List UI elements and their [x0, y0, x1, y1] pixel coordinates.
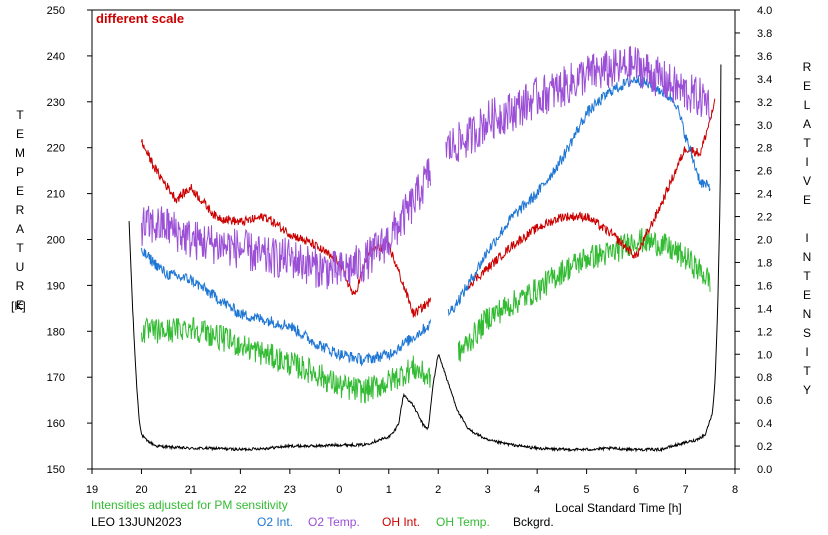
- x-axis-label: Local Standard Time [h]: [555, 501, 682, 515]
- y-left-tick-label: 160: [47, 418, 65, 430]
- y-left-tick-label: 150: [47, 464, 65, 476]
- legend-oh-temp: OH Temp.: [436, 515, 490, 529]
- station-date: LEO 13JUN2023: [91, 515, 182, 529]
- y-right-tick-label: 3.4: [757, 74, 772, 86]
- y-left-tick-label: 220: [47, 143, 65, 155]
- y-right-tick-label: 0.8: [757, 372, 772, 384]
- x-tick-label: 19: [86, 484, 98, 496]
- x-tick-label: 4: [534, 484, 540, 496]
- y-right-tick-label: 0.6: [757, 395, 772, 407]
- y-right-tick-label: 3.6: [757, 51, 772, 63]
- y-left-tick-label: 240: [47, 51, 65, 63]
- y-right-tick-label: 2.4: [757, 189, 772, 201]
- series-line: [457, 227, 711, 362]
- axis-layer: 19 20 21 22 23 0 1 2 3 4 5 6 7 8150160170180190200210…: [47, 5, 773, 496]
- x-tick-label: 1: [386, 484, 392, 496]
- series-layer: [128, 46, 722, 453]
- series-line: [445, 46, 711, 162]
- y-left-tick-label: 210: [47, 189, 65, 201]
- y-left-tick-label: 230: [47, 97, 65, 109]
- y-right-tick-label: 1.8: [757, 257, 772, 269]
- y-right-tick-label: 2.8: [757, 143, 772, 155]
- y-right-tick-label: 3.2: [757, 97, 772, 109]
- series-line: [467, 98, 716, 290]
- y-left-tick-label: 250: [47, 5, 65, 17]
- y-left-tick-label: 200: [47, 235, 65, 247]
- y-left-tick-label: 190: [47, 280, 65, 292]
- y-right-tick-label: 0.0: [757, 464, 772, 476]
- y-right-tick-label: 1.6: [757, 280, 772, 292]
- series-bckgrd: [128, 64, 722, 453]
- y-right-tick-label: 3.0: [757, 120, 772, 132]
- series-line: [141, 158, 431, 290]
- y-axis-left-unit: [K]: [11, 299, 26, 313]
- y-right-tick-label: 1.2: [757, 326, 772, 338]
- x-tick-label: 20: [135, 484, 147, 496]
- y-right-tick-label: 3.8: [757, 28, 772, 40]
- y-right-tick-label: 0.2: [757, 441, 772, 453]
- x-tick-label: 21: [185, 484, 197, 496]
- y-right-tick-label: 2.6: [757, 166, 772, 178]
- y-right-tick-label: 0.4: [757, 418, 772, 430]
- x-tick-label: 22: [234, 484, 246, 496]
- series-o2-temp: [141, 46, 711, 290]
- series-line: [141, 317, 431, 404]
- x-tick-label: 3: [485, 484, 491, 496]
- y-right-tick-label: 4.0: [757, 5, 772, 17]
- y-right-tick-label: 2.0: [757, 235, 772, 247]
- x-tick-label: 2: [435, 484, 441, 496]
- series-line: [128, 64, 722, 453]
- legend-oh-int: OH Int.: [382, 515, 421, 529]
- y-right-tick-label: 2.2: [757, 212, 772, 224]
- series-line: [141, 247, 431, 367]
- y-right-tick-label: 1.4: [757, 303, 772, 315]
- annotation-different-scale: different scale: [96, 11, 185, 26]
- series-oh-int: [141, 98, 716, 318]
- x-tick-label: 7: [682, 484, 688, 496]
- x-tick-label: 0: [336, 484, 342, 496]
- y-left-tick-label: 170: [47, 372, 65, 384]
- x-tick-label: 23: [284, 484, 296, 496]
- y-left-tick-label: 180: [47, 326, 65, 338]
- legend-o2-temp: O2 Temp.: [308, 515, 360, 529]
- legend-o2-int: O2 Int.: [257, 515, 294, 529]
- x-tick-label: 6: [633, 484, 639, 496]
- series-oh-temp: [141, 227, 711, 404]
- x-tick-label: 8: [732, 484, 738, 496]
- legend-bckgrd: Bckgrd.: [513, 515, 554, 529]
- adjustment-note: Intensities adjusted for PM sensitivity: [91, 498, 288, 512]
- y-right-tick-label: 1.0: [757, 349, 772, 361]
- x-tick-label: 5: [584, 484, 590, 496]
- series-line: [447, 75, 711, 317]
